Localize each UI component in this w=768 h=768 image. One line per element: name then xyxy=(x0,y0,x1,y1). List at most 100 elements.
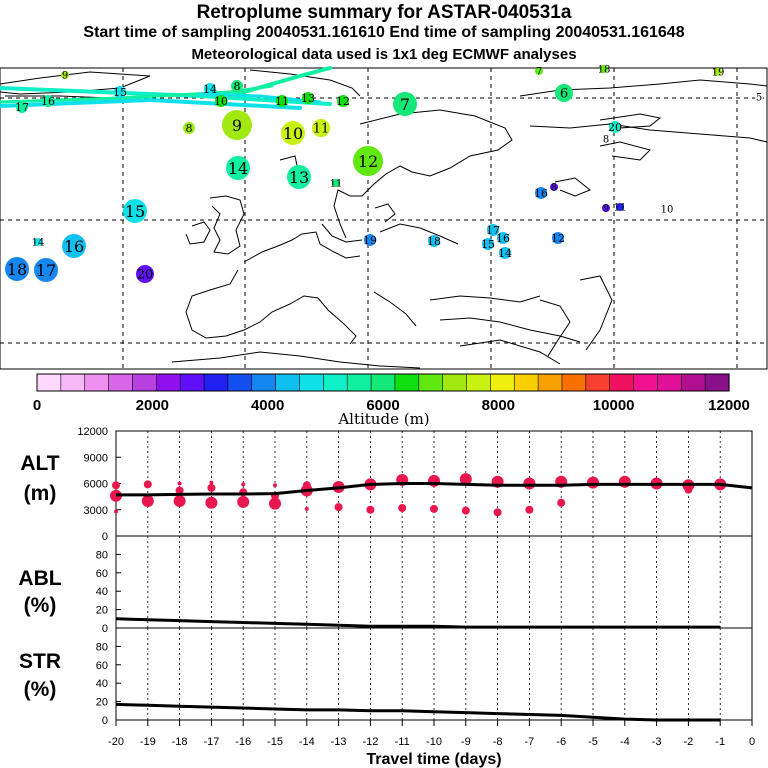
map-cluster-dot xyxy=(353,146,383,176)
y-tick-label: 80 xyxy=(96,641,108,653)
y-tick-label: 60 xyxy=(96,568,108,580)
altitude-cluster-point xyxy=(237,495,250,508)
colorbar-label: Altitude (m) xyxy=(337,410,429,428)
panel-label: (%) xyxy=(24,594,57,617)
altitude-cluster-point xyxy=(459,473,472,486)
map-cluster-label: 10 xyxy=(283,124,303,143)
map-cluster-dot xyxy=(535,67,543,75)
map-cluster-dot xyxy=(337,95,349,107)
colorbar-tick: 10000 xyxy=(593,397,635,414)
x-tick-label: -9 xyxy=(461,736,471,748)
colorbar-tick: 2000 xyxy=(136,397,169,414)
map-cluster-label: 14 xyxy=(203,83,217,96)
y-tick-label: 0 xyxy=(102,715,108,727)
map-cluster-dot xyxy=(332,179,340,187)
colorbar-swatch xyxy=(513,373,539,392)
map-cluster-dot xyxy=(535,187,547,199)
map-cluster-label: 18 xyxy=(598,65,611,76)
map-cluster-label: 20 xyxy=(137,268,154,283)
map-cluster-label: 15 xyxy=(481,238,495,251)
y-tick-label: 80 xyxy=(96,549,108,561)
altitude-cluster-point xyxy=(205,496,218,509)
colorbar-swatch xyxy=(323,373,348,392)
map-cluster-label: 13 xyxy=(301,92,315,105)
colorbar-swatch xyxy=(609,373,635,392)
altitude-cluster-point xyxy=(461,506,470,515)
colorbar-swatch xyxy=(275,373,301,392)
altitude-cluster-point xyxy=(141,495,154,507)
series-line xyxy=(115,702,721,722)
colorbar-swatch xyxy=(203,373,229,392)
colorbar-swatch xyxy=(108,373,134,392)
x-tick-label: -17 xyxy=(203,736,219,748)
y-tick-label: 40 xyxy=(96,678,108,690)
colorbar-swatch xyxy=(346,373,372,392)
altitude-cluster-point xyxy=(304,506,309,511)
map-cluster-dot xyxy=(550,183,558,191)
map-cluster-dot xyxy=(16,101,28,113)
map-cluster-dot xyxy=(602,204,610,212)
map-cluster-label: 11 xyxy=(614,203,627,214)
colorbar-swatch xyxy=(60,373,86,392)
map-cluster-label: 14 xyxy=(498,247,512,260)
map-cluster-dot xyxy=(428,235,440,247)
map-cluster-dot xyxy=(222,110,252,140)
map-cluster-label: 15 xyxy=(113,86,127,99)
map-cluster-dot xyxy=(555,84,573,102)
colorbar-tick: 0 xyxy=(33,397,41,414)
x-tick-label: -20 xyxy=(108,736,124,748)
colorbar-swatch xyxy=(132,373,157,392)
x-tick-label: -6 xyxy=(556,736,566,748)
map-cluster-dot xyxy=(312,119,330,137)
colorbar-swatch xyxy=(657,373,682,392)
colorbar-swatch xyxy=(633,373,659,392)
altitude-cluster-point xyxy=(112,481,120,490)
map-cluster-label: 10 xyxy=(214,95,228,108)
x-tick-label: -16 xyxy=(235,736,251,748)
chart-subtitle-meteo: Meteorological data used is 1x1 deg ECMW… xyxy=(191,46,577,63)
altitude-cluster-point xyxy=(430,504,438,513)
colorbar-swatch xyxy=(227,373,253,392)
x-tick-label: 0 xyxy=(749,736,755,748)
map-cluster-dot xyxy=(616,203,624,211)
map-cluster-label: 9 xyxy=(62,71,68,82)
panel-label: ALT xyxy=(20,452,59,475)
colorbar-swatch xyxy=(442,373,468,392)
map-cluster-label: 19 xyxy=(363,234,377,247)
map-cluster-label: 9 xyxy=(603,204,609,215)
map-cluster-label: 7 xyxy=(400,95,410,114)
colorbar-swatch xyxy=(370,373,396,392)
colorbar-swatch xyxy=(251,373,277,392)
altitude-cluster-point xyxy=(366,505,375,514)
colorbar-swatch xyxy=(179,373,205,392)
map-cluster-label: 17 xyxy=(36,261,56,280)
map-cluster-label: 5 xyxy=(756,93,762,104)
map-cluster-dot xyxy=(5,257,29,281)
map-cluster-label: 18 xyxy=(7,260,27,279)
map-cluster-label: 6 xyxy=(560,87,568,102)
altitude-cluster-point xyxy=(173,495,186,507)
colorbar-swatch xyxy=(84,373,110,392)
map-cluster-dot xyxy=(226,156,250,180)
map-cluster-dot xyxy=(755,93,763,101)
map-cluster-dot xyxy=(714,68,722,76)
map-cluster-dot xyxy=(276,95,288,107)
altitude-cluster-point xyxy=(398,504,407,512)
map-cluster-label: 17 xyxy=(15,101,29,114)
map-cluster-label: 16 xyxy=(496,232,510,245)
chart-title: Retroplume summary for ASTAR-040531a xyxy=(196,2,572,23)
altitude-cluster-point xyxy=(523,477,536,490)
y-tick-label: 40 xyxy=(96,586,108,598)
x-tick-label: -7 xyxy=(525,736,535,748)
colorbar-swatch xyxy=(36,373,62,392)
x-tick-label: -11 xyxy=(395,736,410,748)
altitude-cluster-point xyxy=(557,498,566,507)
map-cluster-dot xyxy=(497,232,509,244)
map-cluster-dot xyxy=(287,165,311,189)
map-cluster-label: 16 xyxy=(64,237,84,256)
panel-label: ABL xyxy=(18,567,61,590)
map-cluster-dot xyxy=(600,65,608,73)
map-cluster-label: 7 xyxy=(536,67,542,78)
map-cluster-label: 11 xyxy=(330,179,343,190)
